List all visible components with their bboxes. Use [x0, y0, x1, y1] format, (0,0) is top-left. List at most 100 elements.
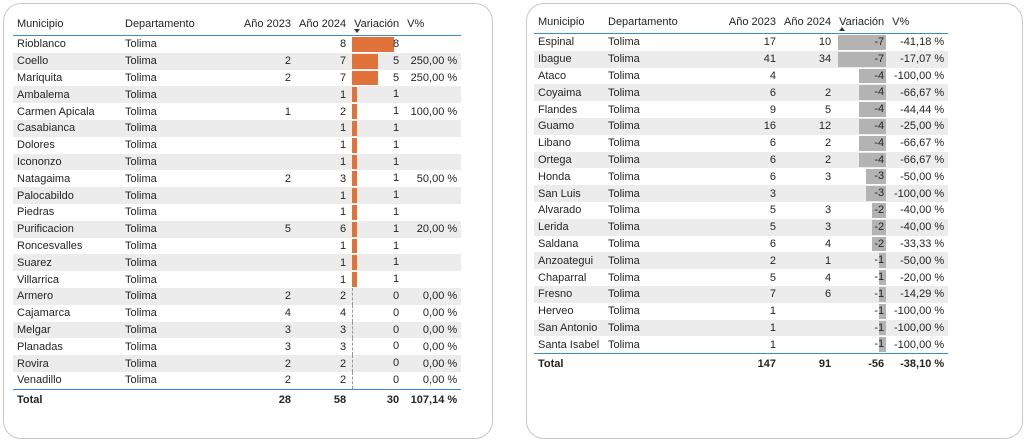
table-row[interactable]: Melgar Tolima 3 3 0 0,00 % — [13, 321, 462, 339]
table-row[interactable]: Guamo Tolima 16 12 -4 -25,00 % — [534, 117, 949, 135]
cell-municipio: Coyaima — [534, 84, 604, 102]
cell-variacion: -1 — [835, 336, 888, 353]
col-header-variacion[interactable]: Variación — [835, 11, 889, 34]
table-row[interactable]: Saldana Tolima 6 4 -2 -33,33 % — [534, 236, 948, 253]
table-row[interactable]: Icononzo Tolima 1 1 — [13, 153, 462, 171]
variation-data-bar — [858, 102, 887, 117]
table-row[interactable]: Ambalema Tolima 1 1 — [13, 86, 462, 104]
cell-vpct: -40,00 % — [900, 204, 945, 217]
table-row[interactable]: San Antonio Tolima 1 -1 -100,00 % — [534, 319, 949, 337]
cell-ano-2023: 6 — [769, 170, 776, 183]
variation-data-bar — [352, 188, 358, 203]
cell-variacion: -4 — [835, 135, 888, 152]
cell-municipio: Palocabildo — [13, 187, 121, 204]
cell-ano-2023: 5 — [769, 204, 776, 217]
table-row[interactable]: Anzoategui Tolima 2 1 -1 -50,00 % — [534, 252, 949, 270]
cell-variacion: 1 — [350, 238, 403, 255]
col-header-ano-2024[interactable]: Año 2024 — [295, 13, 351, 36]
table-row[interactable]: Rovira Tolima 2 2 0 0,00 % — [13, 355, 462, 372]
cell-vpct: 250,00 % — [410, 71, 458, 84]
col-header-vpct[interactable]: V% — [403, 13, 462, 36]
variation-data-bar — [858, 152, 887, 168]
cell-ano-2024: 1 — [295, 153, 351, 171]
variation-data-bar — [865, 169, 887, 185]
table-row[interactable]: Natagaima Tolima 2 3 1 50,00 % — [13, 170, 461, 187]
table-row[interactable]: Palocabildo Tolima 1 1 — [13, 187, 462, 204]
cell-ano-2024: 12 — [780, 117, 836, 135]
cell-vpct: -33,33 % — [900, 237, 945, 250]
cell-ano-2023: 4 — [769, 69, 776, 82]
cell-variacion: 5 — [350, 70, 403, 87]
cell-municipio: Coello — [13, 52, 121, 70]
table-row[interactable]: Carmen Apicala Tolima 1 2 1 100,00 % — [13, 103, 461, 120]
table-row[interactable]: Villarrica Tolima 1 1 — [13, 271, 461, 288]
cell-ano-2023: 1 — [769, 338, 776, 351]
table-row[interactable]: Casabianca Tolima 1 1 — [13, 119, 462, 137]
col-header-departamento[interactable]: Departamento — [121, 13, 217, 36]
table-row[interactable]: Roncesvalles Tolima 1 1 — [13, 238, 461, 255]
cell-variacion: -2 — [835, 236, 888, 253]
table-row[interactable]: Cajamarca Tolima 4 4 0 0,00 % — [13, 304, 461, 322]
cell-vpct — [403, 137, 461, 154]
cell-variacion: -1 — [835, 303, 888, 320]
table-row[interactable]: Venadillo Tolima 2 2 0 0,00 % — [13, 371, 461, 389]
variation-value: -1 — [874, 321, 885, 334]
table-row[interactable]: Herveo Tolima 1 -1 -100,00 % — [534, 303, 948, 320]
table-row[interactable]: Mariquita Tolima 2 7 5 250,00 % — [13, 70, 461, 87]
cell-ano-2023: 17 — [763, 36, 776, 49]
zero-axis-line — [352, 355, 354, 372]
table-row[interactable]: Coyaima Tolima 6 2 -4 -66,67 % — [534, 84, 949, 102]
col-header-variacion[interactable]: Variación — [350, 13, 404, 36]
table-row[interactable]: Suarez Tolima 1 1 — [13, 254, 462, 272]
table-row[interactable]: Honda Tolima 6 3 -3 -50,00 % — [534, 168, 948, 185]
total-ano-2024: 58 — [295, 388, 351, 410]
col-header-municipio[interactable]: Municipio — [13, 13, 121, 36]
table-row[interactable]: Armero Tolima 2 2 0 0,00 % — [13, 287, 462, 305]
variation-value: -4 — [874, 119, 885, 132]
table-row[interactable]: San Luis Tolima 3 -3 -100,00 % — [534, 185, 949, 202]
cell-ano-2023: 2 — [217, 355, 295, 372]
table-row[interactable]: Purificacion Tolima 5 6 1 20,00 % — [13, 220, 462, 238]
table-row[interactable]: Dolores Tolima 1 1 — [13, 137, 461, 154]
table-row[interactable]: Santa Isabel Tolima 1 -1 -100,00 % — [534, 336, 948, 353]
variation-data-bar — [858, 135, 887, 151]
cell-municipio: Anzoategui — [534, 252, 604, 270]
table-row[interactable]: Ataco Tolima 4 -4 -100,00 % — [534, 68, 948, 85]
table-row[interactable]: Rioblanco Tolima 8 8 — [13, 36, 461, 53]
cell-ano-2024: 4 — [824, 271, 832, 284]
cell-variacion: -1 — [835, 319, 889, 337]
variation-value: 1 — [393, 189, 400, 202]
table-row[interactable]: Alvarado Tolima 5 3 -2 -40,00 % — [534, 202, 948, 219]
variation-data-bar — [838, 35, 887, 50]
cell-ano-2024: 1 — [339, 206, 347, 219]
table-row[interactable]: Planadas Tolima 3 3 0 0,00 % — [13, 338, 461, 356]
table-row[interactable]: Fresno Tolima 7 6 -1 -14,29 % — [534, 285, 949, 303]
table-row[interactable]: Flandes Tolima 9 5 -4 -44,44 % — [534, 101, 948, 118]
cell-municipio: Armero — [13, 287, 121, 305]
cell-municipio: Honda — [538, 170, 571, 183]
cell-vpct: -14,29 % — [888, 285, 949, 303]
cell-departamento: Tolima — [125, 374, 157, 387]
table-row[interactable]: Piedras Tolima 1 1 — [13, 204, 461, 221]
table-row[interactable]: Lerida Tolima 5 3 -2 -40,00 % — [534, 218, 949, 236]
col-header-ano-2023[interactable]: Año 2023 — [217, 13, 295, 36]
table-row[interactable]: Coello Tolima 2 7 5 250,00 % — [13, 52, 462, 70]
col-header-departamento[interactable]: Departamento — [604, 11, 692, 34]
col-header-vpct[interactable]: V% — [888, 11, 949, 34]
cell-departamento: Tolima — [121, 321, 217, 339]
cell-variacion: 0 — [350, 287, 404, 305]
col-header-ano-2023[interactable]: Año 2023 — [692, 11, 780, 34]
cell-variacion: 1 — [350, 220, 404, 238]
zero-axis-line — [352, 304, 354, 322]
col-header-ano-2024[interactable]: Año 2024 — [780, 11, 836, 34]
col-header-municipio[interactable]: Municipio — [534, 11, 604, 34]
cell-ano-2024: 8 — [339, 38, 347, 51]
cell-ano-2024: 3 — [824, 204, 832, 217]
table-row[interactable]: Espinal Tolima 17 10 -7 -41,18 % — [534, 34, 948, 51]
table-row[interactable]: Libano Tolima 6 2 -4 -66,67 % — [534, 135, 948, 152]
table-row[interactable]: Ibague Tolima 41 34 -7 -17,07 % — [534, 50, 949, 68]
variation-value: -4 — [874, 153, 885, 166]
table-row[interactable]: Ortega Tolima 6 2 -4 -66,67 % — [534, 151, 949, 169]
table-row[interactable]: Chaparral Tolima 5 4 -1 -20,00 % — [534, 269, 948, 286]
cell-ano-2023: 5 — [217, 220, 295, 238]
